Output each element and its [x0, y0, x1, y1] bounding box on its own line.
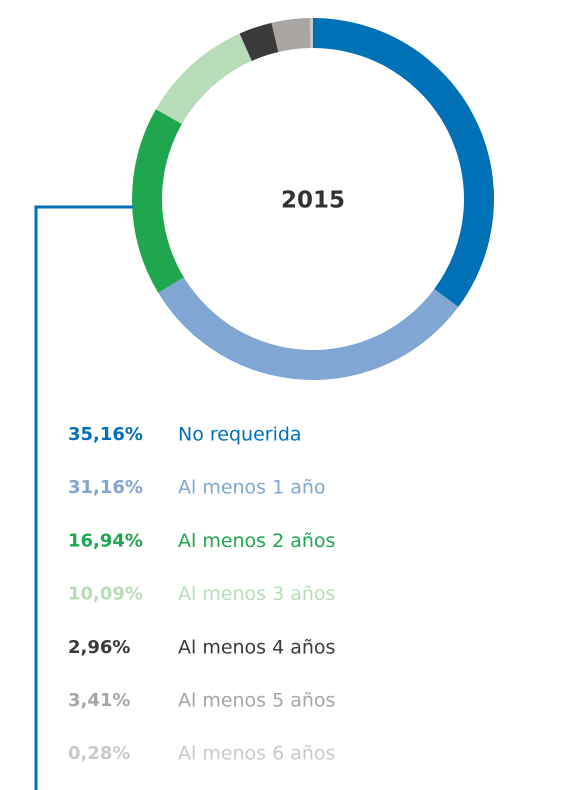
legend-value: 10,09%: [68, 584, 143, 605]
pie-slice: [271, 18, 311, 53]
pie-slice: [313, 18, 495, 307]
bracket-line: [34, 205, 133, 790]
legend-label: No requerida: [178, 424, 302, 446]
legend-label: Al menos 3 años: [178, 583, 335, 605]
legend-label: Al menos 5 años: [178, 690, 335, 712]
legend-value: 3,41%: [68, 690, 130, 711]
pie-slice: [132, 109, 184, 293]
pie-slice: [239, 22, 279, 61]
legend-value: 0,28%: [68, 743, 130, 764]
legend-value: 16,94%: [68, 530, 143, 551]
legend-value: 2,96%: [68, 637, 130, 658]
legend-label: Al menos 2 años: [178, 530, 335, 552]
legend-label: Al menos 4 años: [178, 636, 335, 658]
pie-slice: [309, 18, 313, 49]
chart-title: 2015: [281, 188, 345, 214]
legend-value: 31,16%: [68, 477, 143, 498]
pie-slice: [158, 277, 459, 380]
legend-label: Al menos 6 años: [178, 743, 335, 765]
legend-value: 35,16%: [68, 424, 143, 445]
legend-label: Al menos 1 año: [178, 477, 326, 499]
pie-slice: [155, 33, 252, 125]
